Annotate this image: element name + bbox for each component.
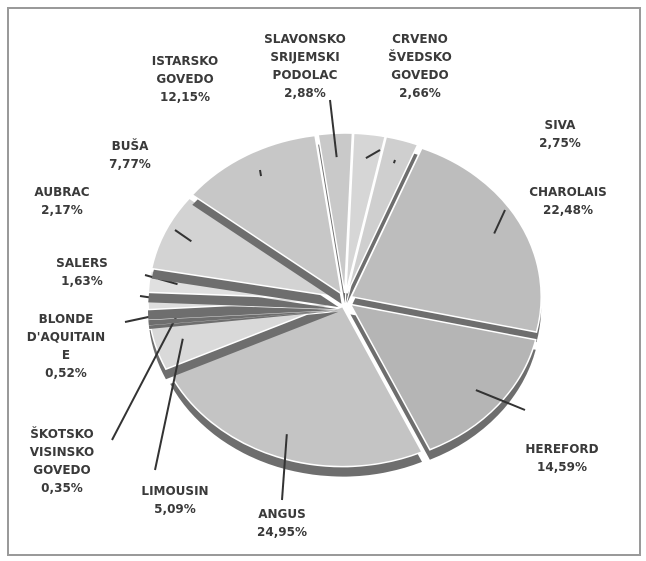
slice-depth — [148, 310, 339, 326]
frame — [7, 7, 641, 556]
value-label: 14,59% — [537, 460, 587, 474]
value-label: 1,63% — [61, 274, 103, 288]
category-label: SIVA — [544, 118, 576, 132]
data-label: ŠKOTSKO VISINSKO GOVEDO 0,35% — [30, 425, 95, 497]
data-label: HEREFORD 14,59% — [525, 440, 598, 476]
data-label: LIMOUSIN 5,09% — [141, 482, 208, 518]
slice-depth — [347, 146, 418, 304]
leader-line — [281, 434, 288, 501]
category-label: HEREFORD — [525, 442, 599, 456]
leader-line — [174, 229, 192, 243]
category-label: ŠKOTSKO VISINSKO GOVEDO — [29, 427, 95, 477]
value-label: 12,15% — [160, 90, 210, 104]
category-label: CRVENO ŠVEDSKO GOVEDO — [388, 32, 452, 82]
category-label: SLAVONSKO SRIJEMSKI PODOLAC — [264, 32, 346, 82]
data-label: CRVENO ŠVEDSKO GOVEDO 2,66% — [388, 30, 452, 102]
category-label: ISTARSKO GOVEDO — [151, 54, 219, 86]
data-label: SIVA 2,75% — [539, 116, 581, 152]
category-label: ANGUS — [258, 507, 306, 521]
category-label: CHAROLAIS — [529, 185, 607, 199]
value-label: 7,77% — [109, 157, 151, 171]
value-label: 2,17% — [41, 203, 83, 217]
slice — [345, 132, 387, 294]
leader-line — [475, 389, 526, 411]
leader-line — [493, 209, 506, 234]
slice — [317, 132, 354, 294]
slice — [191, 134, 343, 296]
slice — [169, 305, 424, 468]
data-label: AUBRAC 2,17% — [34, 183, 89, 219]
category-label: BUŠA — [111, 139, 149, 153]
value-label: 24,95% — [257, 525, 307, 539]
data-label: SLAVONSKO SRIJEMSKI PODOLAC 2,88% — [264, 30, 346, 102]
slice — [350, 147, 542, 333]
leader-line — [365, 149, 381, 159]
slice — [346, 135, 419, 294]
slice — [150, 197, 340, 298]
slice — [349, 303, 537, 451]
leader-line — [329, 99, 338, 158]
value-label: 2,66% — [399, 86, 441, 100]
leader-line — [259, 169, 263, 177]
value-label: 2,75% — [539, 136, 581, 150]
data-label: ANGUS 24,95% — [257, 505, 307, 541]
leader-line — [392, 159, 396, 164]
category-label: LIMOUSIN — [141, 484, 209, 498]
value-label: 5,09% — [154, 502, 196, 516]
data-label: CHAROLAIS 22,48% — [529, 183, 607, 219]
value-label: 22,48% — [543, 203, 593, 217]
data-label: BLONDE D'AQUITAIN E 0,52% — [27, 310, 105, 382]
leader-line — [111, 314, 179, 441]
value-label: 0,35% — [41, 481, 83, 495]
category-label: SALERS — [56, 256, 108, 270]
data-label: ISTARSKO GOVEDO 12,15% — [152, 52, 219, 106]
category-label: BLONDE D'AQUITAIN E — [26, 312, 106, 362]
leader-line — [154, 338, 184, 471]
category-label: AUBRAC — [34, 185, 90, 199]
data-label: BUŠA 7,77% — [109, 137, 151, 173]
data-label: SALERS 1,63% — [56, 254, 108, 290]
value-label: 2,88% — [284, 86, 326, 100]
value-label: 0,52% — [45, 366, 87, 380]
slice-depth — [148, 310, 339, 329]
